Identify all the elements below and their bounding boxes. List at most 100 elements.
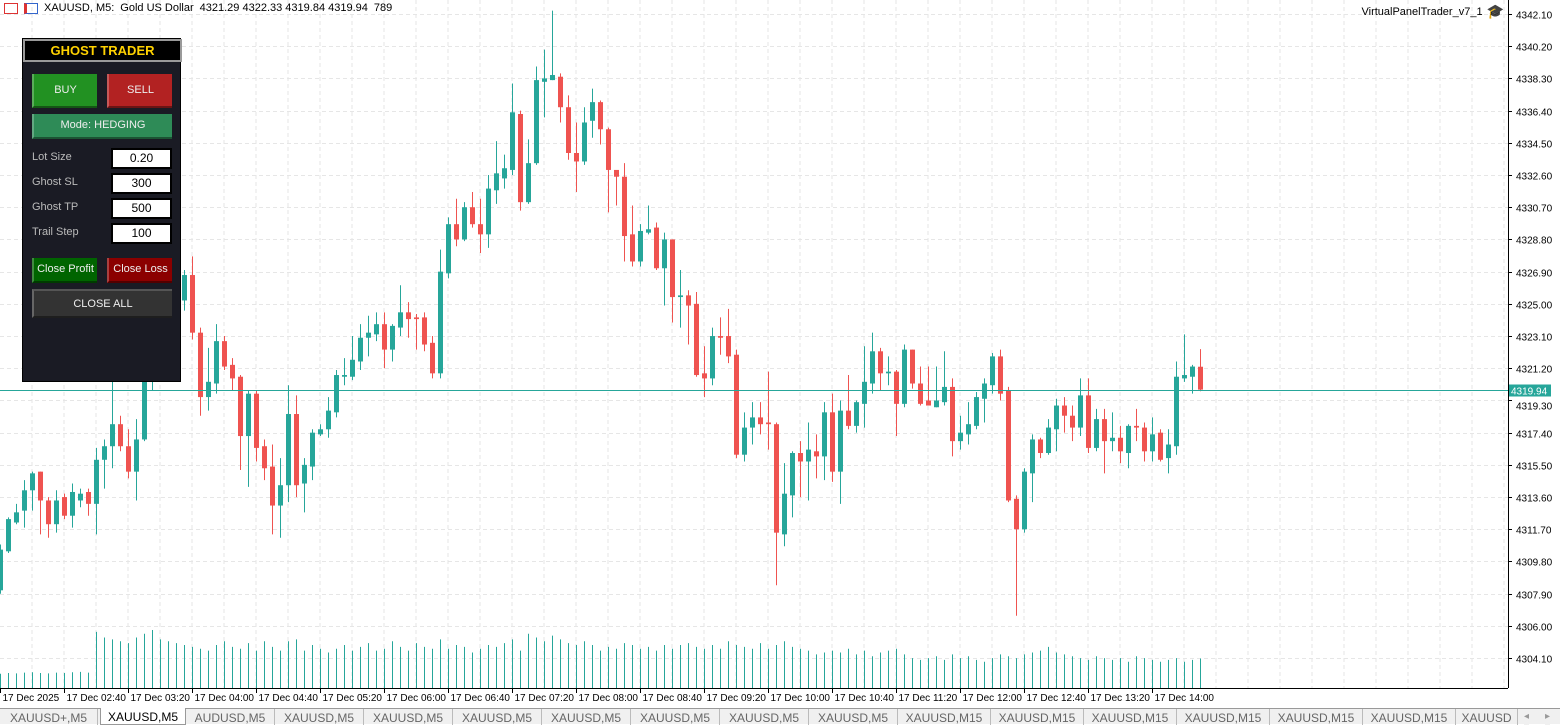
- candle-bullish: [286, 385, 291, 503]
- candle-bearish: [270, 444, 275, 535]
- chart-tab[interactable]: XAUUSD,M5: [275, 709, 364, 725]
- candle-body: [22, 490, 27, 511]
- candle-bullish: [54, 490, 59, 533]
- candle-bullish: [942, 351, 947, 406]
- chart-tab[interactable]: XAUUSD,M5: [809, 709, 898, 725]
- trail-step-input[interactable]: 100: [111, 223, 172, 244]
- candle-bearish: [1198, 349, 1203, 392]
- chart-tab[interactable]: XAUUSD,M15: [898, 709, 991, 725]
- time-tick-label: 17 Dec 10:40: [835, 693, 895, 704]
- chart-tab[interactable]: XAUUSD,M5: [453, 709, 542, 725]
- price-axis[interactable]: 4342.10 4340.20 4338.30 4336.40 4334.50 4332.…: [0, 0, 1560, 708]
- candle-bullish: [934, 366, 939, 408]
- candle-body: [110, 424, 115, 447]
- candle-bullish: [1190, 364, 1195, 394]
- candle-bullish: [742, 412, 747, 462]
- price-chart[interactable]: 4342.10 4340.20 4338.30 4336.40 4334.50 4332.…: [0, 0, 1560, 708]
- candle-bullish: [214, 324, 219, 394]
- ghost-tp-input[interactable]: 500: [111, 198, 172, 219]
- one-click-trading-icon[interactable]: [24, 2, 38, 14]
- candle-bearish: [382, 312, 387, 369]
- chart-tab[interactable]: XAUUSD,M5: [631, 709, 720, 725]
- chart-tab[interactable]: XAUUSD,M15: [1363, 709, 1456, 725]
- candle-body: [614, 169, 619, 177]
- candle-body: [502, 168, 507, 179]
- candle-body: [406, 312, 411, 320]
- scroll-right-icon[interactable]: ▸: [1545, 709, 1551, 725]
- candle-bullish: [1054, 398, 1059, 452]
- chart-tab[interactable]: XAUUSD,M5: [364, 709, 453, 725]
- candle-body: [182, 275, 187, 301]
- ea-name: VirtualPanelTrader_v7_1: [1361, 5, 1483, 18]
- chart-tab[interactable]: XAUUSD,M15: [1084, 709, 1177, 725]
- candle-body: [1070, 415, 1075, 428]
- time-tick-label: 17 Dec 05:20: [323, 693, 383, 704]
- ghost-sl-input[interactable]: 300: [111, 173, 172, 194]
- candle-body: [918, 383, 923, 404]
- candle-body: [782, 493, 787, 535]
- candle-bullish: [1126, 424, 1131, 469]
- candle-body: [198, 332, 203, 398]
- candle-body: [750, 417, 755, 428]
- candle-bullish: [78, 488, 83, 508]
- candle-body: [30, 473, 35, 491]
- candle-bullish: [790, 451, 795, 518]
- close-all-button[interactable]: CLOSE ALL: [32, 289, 172, 318]
- candle-bullish: [358, 324, 363, 370]
- chart-tab[interactable]: XAUUSD,M5: [720, 709, 809, 725]
- candle-bearish: [118, 415, 123, 452]
- candle-bullish: [510, 83, 515, 176]
- current-price-label: 4319.94: [1511, 387, 1548, 398]
- candle-bearish: [198, 327, 203, 416]
- candle-body: [102, 446, 107, 460]
- lot-size-input[interactable]: 0.20: [111, 148, 172, 169]
- price-tick-label: 4304.10: [1516, 655, 1553, 666]
- chart-tab[interactable]: XAUUSD,M15: [991, 709, 1084, 725]
- menu-icon[interactable]: [4, 2, 18, 14]
- candle-body: [1182, 375, 1187, 379]
- mode-button[interactable]: Mode: HEDGING: [32, 114, 172, 139]
- candle-bearish: [846, 375, 851, 430]
- scroll-left-icon[interactable]: ◂: [1524, 709, 1530, 725]
- candle-bearish: [734, 349, 739, 459]
- candle-body: [854, 402, 859, 426]
- candle-bearish: [294, 395, 299, 498]
- buy-button[interactable]: BUY: [32, 74, 97, 108]
- sell-button[interactable]: SELL: [107, 74, 172, 108]
- expert-advisor-label[interactable]: VirtualPanelTrader_v7_1 🎓: [1361, 3, 1504, 20]
- candle-bearish: [222, 336, 227, 370]
- candle-bearish: [1014, 495, 1019, 616]
- time-axis[interactable]: 17 Dec 2025 17 Dec 02:40 17 Dec 03:20 17 De…: [0, 688, 1215, 704]
- candle-bullish: [462, 202, 467, 242]
- candle-bullish: [974, 391, 979, 430]
- chart-tab[interactable]: XAUUSD: [1456, 709, 1518, 725]
- candle-body: [62, 497, 67, 516]
- candle-body: [374, 324, 379, 335]
- chart-tab[interactable]: AUDUSD,M5: [186, 709, 275, 725]
- chart-tab[interactable]: XAUUSD,M5: [542, 709, 631, 725]
- candle-body: [870, 351, 875, 384]
- candle-bullish: [838, 400, 843, 504]
- chart-tab[interactable]: XAUUSD,M15: [1177, 709, 1270, 725]
- time-tick-label: 17 Dec 06:40: [451, 693, 511, 704]
- candle-body: [886, 371, 891, 374]
- candle-body: [230, 364, 235, 379]
- price-tick-label: 4326.90: [1516, 269, 1553, 280]
- chart-tab[interactable]: XAUUSD,M15: [1270, 709, 1363, 725]
- candle-body: [734, 354, 739, 455]
- price-tick-label: 4321.20: [1516, 365, 1553, 376]
- candle-bullish: [1166, 429, 1171, 474]
- close-loss-button[interactable]: Close Loss: [107, 258, 172, 283]
- close-profit-button[interactable]: Close Profit: [32, 258, 97, 283]
- candle-body: [790, 453, 795, 496]
- chart-tab[interactable]: XAUUSD,M5: [100, 708, 186, 725]
- candle-bullish: [70, 483, 75, 528]
- chart-tab[interactable]: XAUUSD+,M5: [0, 709, 98, 725]
- price-tick-label: 4338.30: [1516, 75, 1553, 86]
- candle-body: [838, 410, 843, 472]
- candle-bullish: [1182, 334, 1187, 382]
- price-tick-label: 4317.40: [1516, 430, 1553, 441]
- candle-body: [558, 76, 563, 108]
- candle-body: [310, 432, 315, 467]
- volume-bars: [0, 630, 1201, 688]
